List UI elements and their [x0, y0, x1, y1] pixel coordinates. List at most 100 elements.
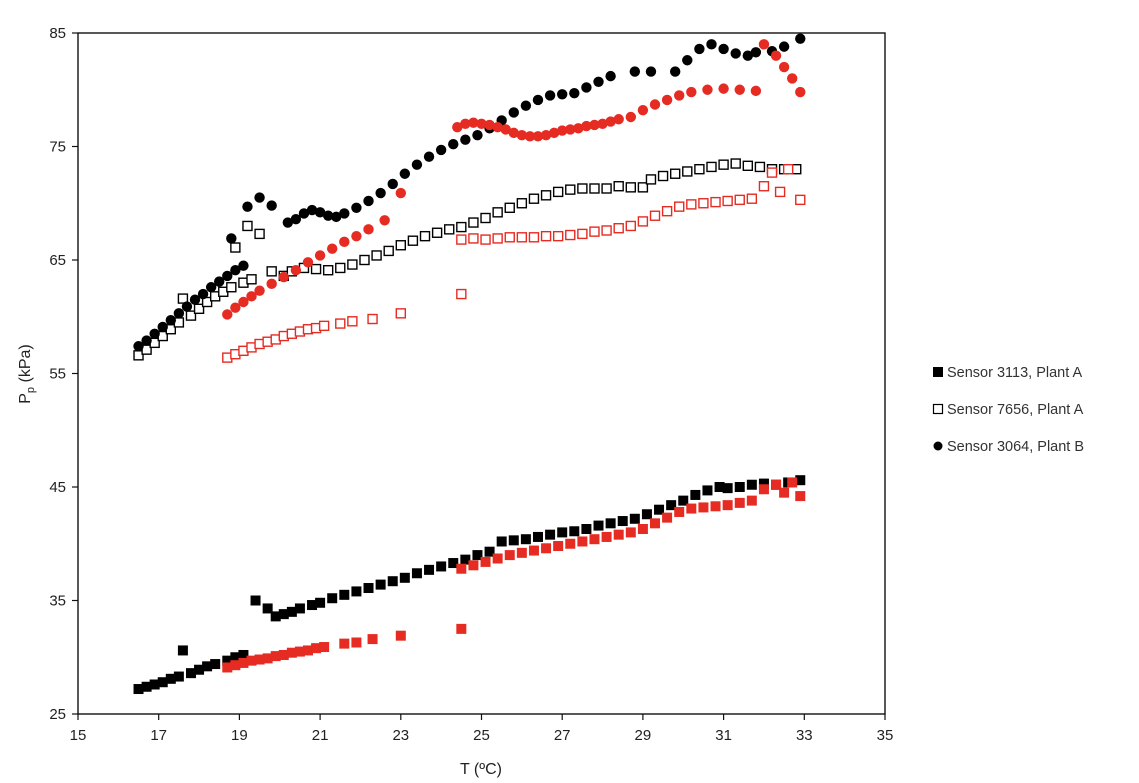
filled-square-point: [424, 564, 435, 575]
filled-circle-point: [399, 168, 411, 179]
x-tick-label: 35: [877, 727, 894, 744]
filled-circle-point: [500, 124, 511, 135]
filled-square-point: [698, 502, 709, 513]
y-axis-title-main: P: [17, 393, 34, 404]
filled-square-point: [157, 677, 168, 688]
filled-circle-point: [625, 111, 636, 123]
open-square-point: [492, 207, 503, 218]
filled-circle-point: [238, 296, 249, 308]
open-square-point: [613, 223, 624, 234]
filled-square-point: [367, 634, 378, 645]
open-square-point: [367, 313, 378, 325]
filled-square-point: [375, 579, 386, 590]
filled-circle-point: [581, 82, 592, 93]
filled-square-point: [351, 586, 362, 597]
filled-square-point: [311, 643, 322, 654]
filled-circle-point: [565, 124, 576, 135]
filled-circle-point: [460, 134, 471, 145]
open-square-point: [468, 233, 479, 244]
filled-circle-point: [351, 202, 362, 213]
filled-circle-point: [750, 85, 762, 97]
open-square-point: [552, 230, 564, 242]
filled-circle-point: [411, 159, 423, 170]
open-square-point: [516, 198, 528, 209]
data-points: [133, 33, 806, 695]
filled-square-point: [678, 495, 689, 506]
filled-square-point: [484, 546, 495, 557]
filled-circle-point: [702, 84, 713, 95]
open-square-point: [686, 199, 697, 210]
filled-circle-point: [597, 118, 608, 129]
open-square-point: [722, 195, 733, 207]
y-tick-label: 45: [49, 479, 66, 496]
open-square-point: [754, 161, 766, 173]
filled-circle-point: [246, 291, 257, 302]
open-square-point: [710, 196, 721, 208]
filled-square-point: [307, 600, 318, 611]
filled-circle-point: [730, 48, 741, 59]
legend-item: Sensor 7656, Plant A: [932, 402, 1084, 418]
filled-circle-point: [786, 73, 798, 84]
filled-circle-point: [557, 89, 568, 100]
filled-square-point: [141, 681, 152, 692]
filled-circle-marker-icon: [933, 441, 943, 451]
filled-square-point: [795, 491, 806, 502]
filled-circle-point: [302, 257, 314, 268]
open-square-point: [242, 220, 253, 232]
filled-square-point: [532, 531, 543, 542]
open-square-point: [266, 266, 277, 277]
filled-square-point: [641, 509, 652, 520]
y-axis-title-unit: (kPa): [17, 344, 34, 387]
filled-square-point: [327, 593, 338, 604]
open-square-point: [254, 228, 265, 240]
open-square-point: [431, 227, 443, 238]
x-axis: 15 17 19 21 23 25 27 29 31 33 35: [70, 714, 894, 744]
open-square-point: [347, 259, 358, 270]
y-tick-label: 55: [49, 366, 66, 383]
filled-square-point: [202, 661, 213, 672]
filled-square-point: [286, 606, 297, 617]
filled-circle-point: [448, 139, 459, 150]
filled-square-point: [399, 572, 410, 583]
filled-circle-point: [379, 215, 390, 226]
filled-circle-point: [661, 94, 673, 106]
filled-circle-point: [532, 94, 544, 106]
x-tick-label: 15: [70, 727, 87, 744]
open-square-point: [528, 193, 540, 204]
filled-circle-point: [750, 47, 762, 58]
x-tick-label: 33: [796, 727, 813, 744]
filled-circle-point: [508, 107, 519, 118]
filled-square-point: [710, 501, 721, 512]
filled-square-point: [460, 554, 471, 565]
open-square-point: [347, 316, 358, 327]
open-square-point: [516, 232, 528, 243]
filled-circle-point: [540, 129, 552, 141]
filled-square-point: [722, 483, 733, 494]
filled-square-point: [541, 543, 552, 554]
legend-label: Sensor 3113, Plant A: [947, 365, 1082, 381]
open-square-point: [185, 310, 197, 321]
open-square-point: [407, 235, 419, 246]
filled-square-point: [177, 645, 188, 656]
filled-square-point: [577, 536, 588, 547]
filled-square-point: [557, 527, 568, 538]
filled-circle-point: [290, 213, 302, 225]
open-square-point: [795, 194, 806, 206]
filled-circle-point: [363, 224, 374, 235]
filled-square-point: [589, 534, 600, 545]
filled-square-point: [662, 512, 673, 523]
filled-circle-point: [516, 129, 528, 141]
open-square-point: [504, 232, 515, 243]
open-square-marker-icon: [932, 403, 944, 415]
filled-square-point: [520, 534, 531, 545]
filled-circle-point: [242, 201, 253, 212]
filled-circle-point: [770, 50, 782, 61]
open-square-point: [669, 168, 681, 179]
open-square-point: [335, 318, 346, 329]
open-square-point: [456, 221, 467, 233]
filled-square-point: [246, 655, 257, 666]
filled-circle-point: [581, 120, 592, 132]
open-square-point: [528, 232, 540, 243]
filled-circle-point: [520, 100, 532, 111]
